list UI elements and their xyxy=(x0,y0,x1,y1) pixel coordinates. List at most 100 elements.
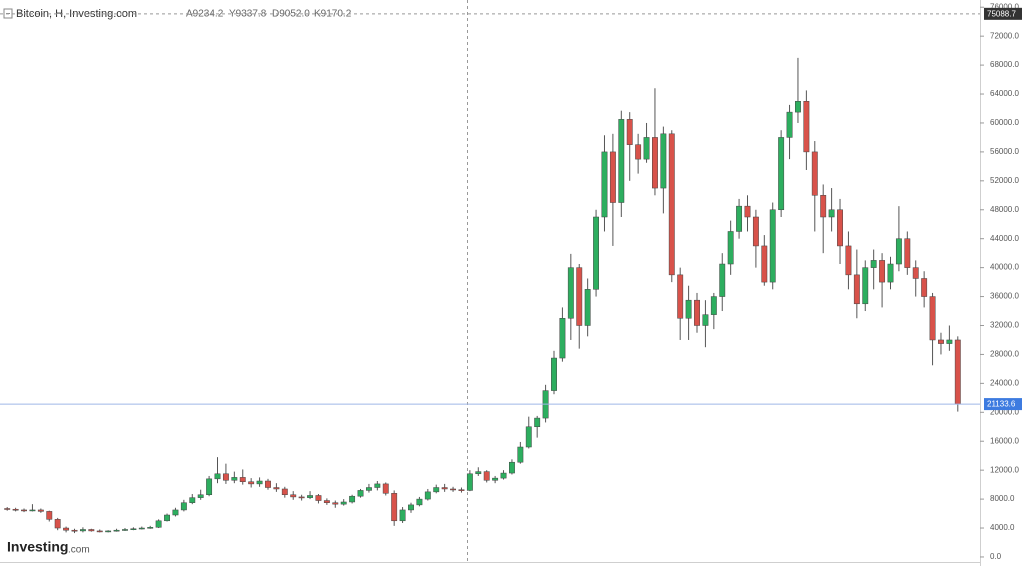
candle-body xyxy=(534,417,541,428)
candle-body xyxy=(307,495,313,498)
candle-body xyxy=(626,119,633,145)
candle-body xyxy=(37,509,44,512)
candle-body xyxy=(795,101,801,113)
y-tick-label: 72000.0 xyxy=(990,31,1019,40)
candle-body xyxy=(820,195,827,218)
candle-body xyxy=(744,205,751,218)
candle-body xyxy=(222,473,229,481)
candle-body xyxy=(677,274,684,319)
y-tick-label: 12000.0 xyxy=(990,465,1019,474)
candle-body xyxy=(584,289,591,326)
candle-body xyxy=(365,487,372,491)
candle-body xyxy=(424,491,431,500)
y-tick-label: 4000.0 xyxy=(990,523,1015,532)
candle-body xyxy=(433,487,440,493)
candle-body xyxy=(164,514,170,522)
ohlc-low: D9052.0 xyxy=(272,9,310,20)
candle-body xyxy=(79,529,86,532)
candle-body xyxy=(206,478,213,496)
logo: Investing xyxy=(7,539,68,555)
y-tick-label: 64000.0 xyxy=(990,89,1019,98)
candle-body xyxy=(946,339,953,344)
candle-body xyxy=(29,509,36,512)
candle-body xyxy=(180,502,187,511)
candle-body xyxy=(391,493,398,522)
candle-body xyxy=(382,483,389,494)
candle-body xyxy=(517,446,524,463)
candle-body xyxy=(525,426,532,448)
candle-body xyxy=(475,471,482,475)
candle-body xyxy=(593,216,600,290)
candle-body xyxy=(12,508,19,511)
candle-body xyxy=(761,245,768,283)
candle-body xyxy=(660,133,667,189)
candle-body xyxy=(828,209,835,218)
candle-body xyxy=(870,260,877,268)
candle-body xyxy=(21,509,27,512)
candle-body xyxy=(349,495,356,503)
candle-body xyxy=(618,119,625,203)
candle-body xyxy=(551,357,557,391)
candle-body xyxy=(256,480,263,485)
candle-body xyxy=(853,274,860,305)
candle-body xyxy=(248,481,255,485)
y-tick-label: 36000.0 xyxy=(990,292,1019,301)
candle-body xyxy=(54,519,61,529)
candles xyxy=(4,57,961,534)
candle-body xyxy=(231,477,238,481)
candle-body xyxy=(643,137,650,160)
y-tick-label: 56000.0 xyxy=(990,147,1019,156)
candle-body xyxy=(323,500,330,503)
candle-body xyxy=(466,473,473,491)
candle-body xyxy=(408,504,414,511)
y-tick-label: 60000.0 xyxy=(990,118,1019,127)
candle-body xyxy=(752,216,759,247)
candle-body xyxy=(576,267,583,326)
chart-title: Bitcoin, H, Investing.com xyxy=(16,8,137,20)
candle-body xyxy=(509,461,515,474)
candle-body xyxy=(197,494,204,498)
candle-body xyxy=(736,205,743,232)
candle-body xyxy=(147,527,154,529)
crosshair-price-box xyxy=(984,7,1022,20)
candle-body xyxy=(332,502,339,505)
candle-body xyxy=(96,530,103,533)
candle-body xyxy=(719,263,726,297)
candle-body xyxy=(4,508,11,510)
y-tick-label: 40000.0 xyxy=(990,263,1019,272)
candle-body xyxy=(281,488,288,496)
y-tick-label: 44000.0 xyxy=(990,234,1019,243)
candle-body xyxy=(609,151,616,203)
y-tick-label: 20000.0 xyxy=(990,407,1019,416)
y-tick-label: 32000.0 xyxy=(990,321,1019,330)
candle-body xyxy=(938,339,944,344)
y-tick-label: 0.0 xyxy=(990,552,1002,561)
candle-body xyxy=(559,318,566,359)
candle-body xyxy=(416,498,423,506)
last-price-label: 21133.6 xyxy=(987,400,1016,409)
candle-body xyxy=(374,483,381,488)
candle-body xyxy=(63,527,70,531)
candle-body xyxy=(811,151,818,196)
candle-body xyxy=(668,133,675,276)
y-tick-label: 28000.0 xyxy=(990,350,1019,359)
y-tick-label: 68000.0 xyxy=(990,60,1019,69)
candle-body xyxy=(239,477,246,482)
candle-body xyxy=(113,529,120,532)
y-tick-label: 16000.0 xyxy=(990,436,1019,445)
candle-body xyxy=(879,260,886,283)
candle-body xyxy=(214,473,221,480)
candle-body xyxy=(71,529,78,532)
y-tick-label: 24000.0 xyxy=(990,378,1019,387)
candle-body xyxy=(702,314,709,326)
candle-body xyxy=(727,231,734,265)
candle-body xyxy=(895,238,902,265)
candle-body xyxy=(122,529,128,531)
candle-body xyxy=(399,509,406,522)
price-axis: 0.0 4000.0 8000.0 12000.0 16000.0 20000.0 2400… xyxy=(980,2,1019,561)
candle-body xyxy=(862,267,869,305)
candle-body xyxy=(88,529,95,532)
candle-body xyxy=(105,530,112,533)
